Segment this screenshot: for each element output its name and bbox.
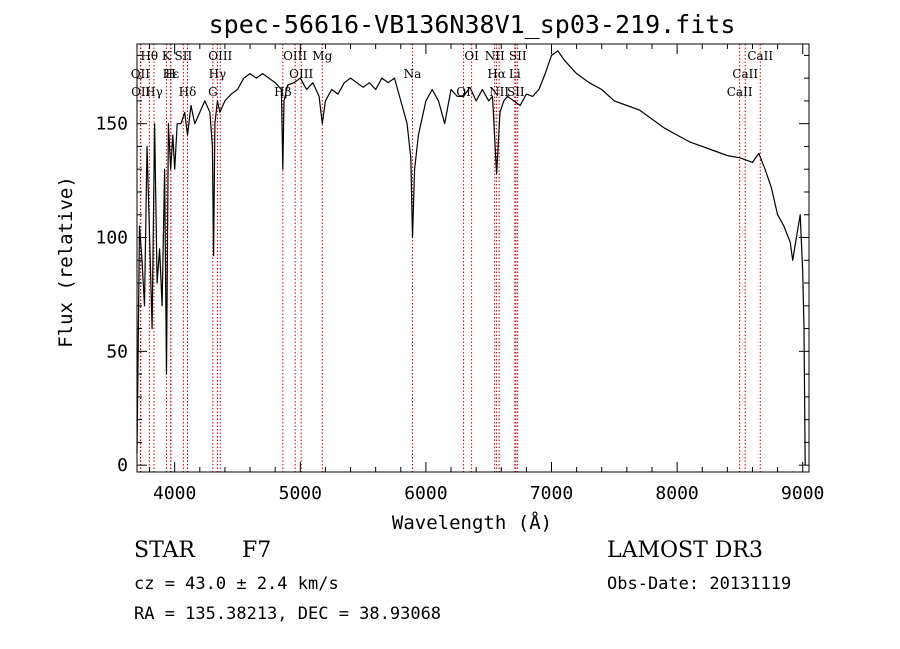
spectral-line-label: CaII xyxy=(747,49,773,63)
spectral-line-label: Hδ xyxy=(179,85,197,99)
spectral-line-label: OI xyxy=(456,85,471,99)
y-tick-label: 0 xyxy=(117,455,128,476)
y-axis-ticks: 0 50 100 150 xyxy=(95,54,809,476)
spectral-line-label: K xyxy=(162,49,172,63)
y-tick-label: 100 xyxy=(95,228,128,249)
survey-name: LAMOST DR3 xyxy=(607,538,763,563)
observation-date: Obs-Date: 20131119 xyxy=(607,574,792,594)
spectral-line-label: SII xyxy=(509,49,527,63)
x-tick-label: 5000 xyxy=(279,483,322,504)
flux-series-line xyxy=(136,50,806,466)
y-tick-label: 50 xyxy=(106,341,128,362)
spectral-line-label: Li xyxy=(509,67,521,81)
spectral-line-label: Mg xyxy=(312,49,332,63)
spectral-line-label: H xyxy=(165,67,175,81)
spectral-lines-layer xyxy=(139,44,761,472)
x-tick-label: 4000 xyxy=(153,483,196,504)
spectral-line-label: OII xyxy=(131,67,151,81)
spectral-line-label: CaII xyxy=(727,85,753,99)
spectral-line-label: Hε xyxy=(163,67,180,81)
spectral-line-label: SII xyxy=(507,85,525,99)
spectral-line-label: Hθ xyxy=(140,49,158,63)
spectral-line-label: NII xyxy=(489,85,509,99)
object-class: STAR xyxy=(134,538,195,563)
spectral-line-label: SII xyxy=(174,49,192,63)
line-labels-layer: HθOIIOIIKHεHγSIIHHδOIIIHγGOIIIOIIIHβMgNa… xyxy=(131,49,774,99)
spectral-line-label: OIII xyxy=(289,67,313,81)
x-axis-label: Wavelength (Å) xyxy=(392,511,552,534)
x-tick-label: 7000 xyxy=(530,483,573,504)
x-axis-ticks: 4000 5000 6000 7000 8000 9000 xyxy=(149,44,824,504)
spectral-line-label: Hα xyxy=(487,67,506,81)
y-tick-label: 150 xyxy=(95,114,128,135)
spectral-line-label: CaII xyxy=(732,67,758,81)
redshift-cz: cz = 43.0 ± 2.4 km/s xyxy=(134,574,339,594)
spectral-line-label: Na xyxy=(404,67,422,81)
x-tick-label: 8000 xyxy=(655,483,698,504)
spectral-line-label: Hγ xyxy=(145,85,163,99)
spectral-line-label: OI xyxy=(464,49,479,63)
spectral-line-label: NII xyxy=(485,49,505,63)
object-subclass: F7 xyxy=(242,538,272,563)
coordinates: RA = 135.38213, DEC = 38.93068 xyxy=(134,604,442,624)
chart-title: spec-56616-VB136N38V1_sp03-219.fits xyxy=(209,10,736,39)
spectral-line-label: OII xyxy=(131,85,151,99)
spectral-line-label: Hβ xyxy=(274,85,291,99)
spectral-line-label: OIII xyxy=(283,49,307,63)
spectral-line-label: Hγ xyxy=(209,67,227,81)
y-axis-label: Flux (relative) xyxy=(55,176,77,348)
spectral-line-label: OIII xyxy=(208,49,232,63)
spectral-line-label: G xyxy=(208,85,218,99)
series-layer xyxy=(136,50,806,466)
x-tick-label: 9000 xyxy=(781,483,824,504)
plot-frame xyxy=(136,43,810,473)
x-tick-label: 6000 xyxy=(404,483,447,504)
